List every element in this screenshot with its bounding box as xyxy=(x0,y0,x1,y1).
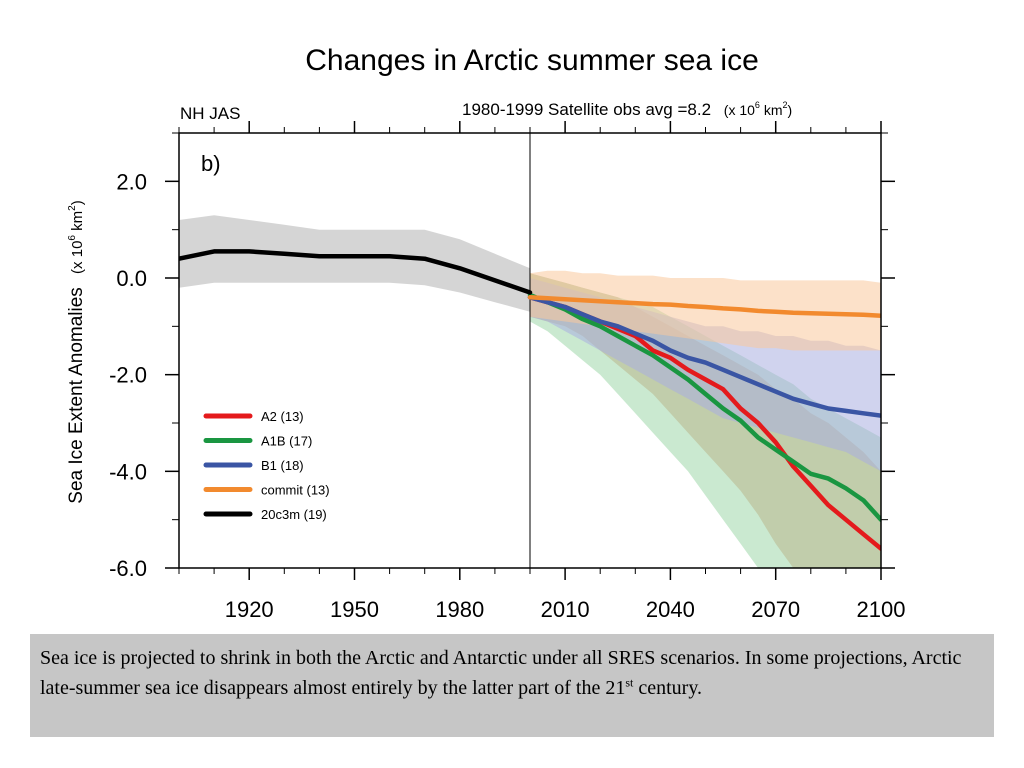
legend-label-20c3m-19: 20c3m (19) xyxy=(261,507,327,522)
y-unit-prefix: (x 10 xyxy=(69,241,86,274)
x-tick-label: 1980 xyxy=(435,597,484,622)
sea-ice-chart: NH JAS 1980-1999 Satellite obs avg =8.2 … xyxy=(0,0,1024,630)
y-axis-label: Sea Ice Extent Anomalies (x 106 km2) xyxy=(66,200,87,503)
header-note: 1980-1999 Satellite obs avg =8.2 (x 106 … xyxy=(462,100,792,119)
header-unit-prefix: (x 10 xyxy=(724,102,755,118)
caption-text: Sea ice is projected to shrink in both t… xyxy=(40,647,961,699)
y-unit-mid: km xyxy=(69,211,86,235)
x-tick-label: 1920 xyxy=(225,597,274,622)
legend: A2 (13) A1B (17) B1 (18) commit (13) 20c3m (… xyxy=(206,409,330,522)
header-unit-suffix: ) xyxy=(788,102,793,118)
x-tick-label: 2100 xyxy=(857,597,906,622)
y-tick-label: -2.0 xyxy=(109,363,147,388)
legend-label-a1b-17: A1B (17) xyxy=(261,434,312,449)
y-tick-label: -4.0 xyxy=(109,459,147,484)
caption-end: century. xyxy=(633,677,702,699)
panel-label: b) xyxy=(201,151,221,176)
x-tick-label: 1950 xyxy=(330,597,379,622)
band-20c3m-19 xyxy=(179,215,530,312)
x-tick-label: 2010 xyxy=(541,597,590,622)
header-unit-mid: km xyxy=(760,102,783,118)
legend-label-commit-13: commit (13) xyxy=(261,483,330,498)
y-tick-label: -6.0 xyxy=(109,556,147,581)
x-tick-label: 2070 xyxy=(751,597,800,622)
y-tick-label: 0.0 xyxy=(116,266,147,291)
header-note-text: 1980-1999 Satellite obs avg =8.2 xyxy=(462,100,711,119)
region-label: NH JAS xyxy=(180,104,240,123)
legend-label-a2-13: A2 (13) xyxy=(261,409,304,424)
x-tick-label: 2040 xyxy=(646,597,695,622)
y-unit-suffix: ) xyxy=(69,200,86,205)
y-axis-label-text: Sea Ice Extent Anomalies xyxy=(66,287,87,504)
y-tick-label: 2.0 xyxy=(116,169,147,194)
legend-label-b1-18: B1 (18) xyxy=(261,458,304,473)
caption-box: Sea ice is projected to shrink in both t… xyxy=(30,634,994,737)
